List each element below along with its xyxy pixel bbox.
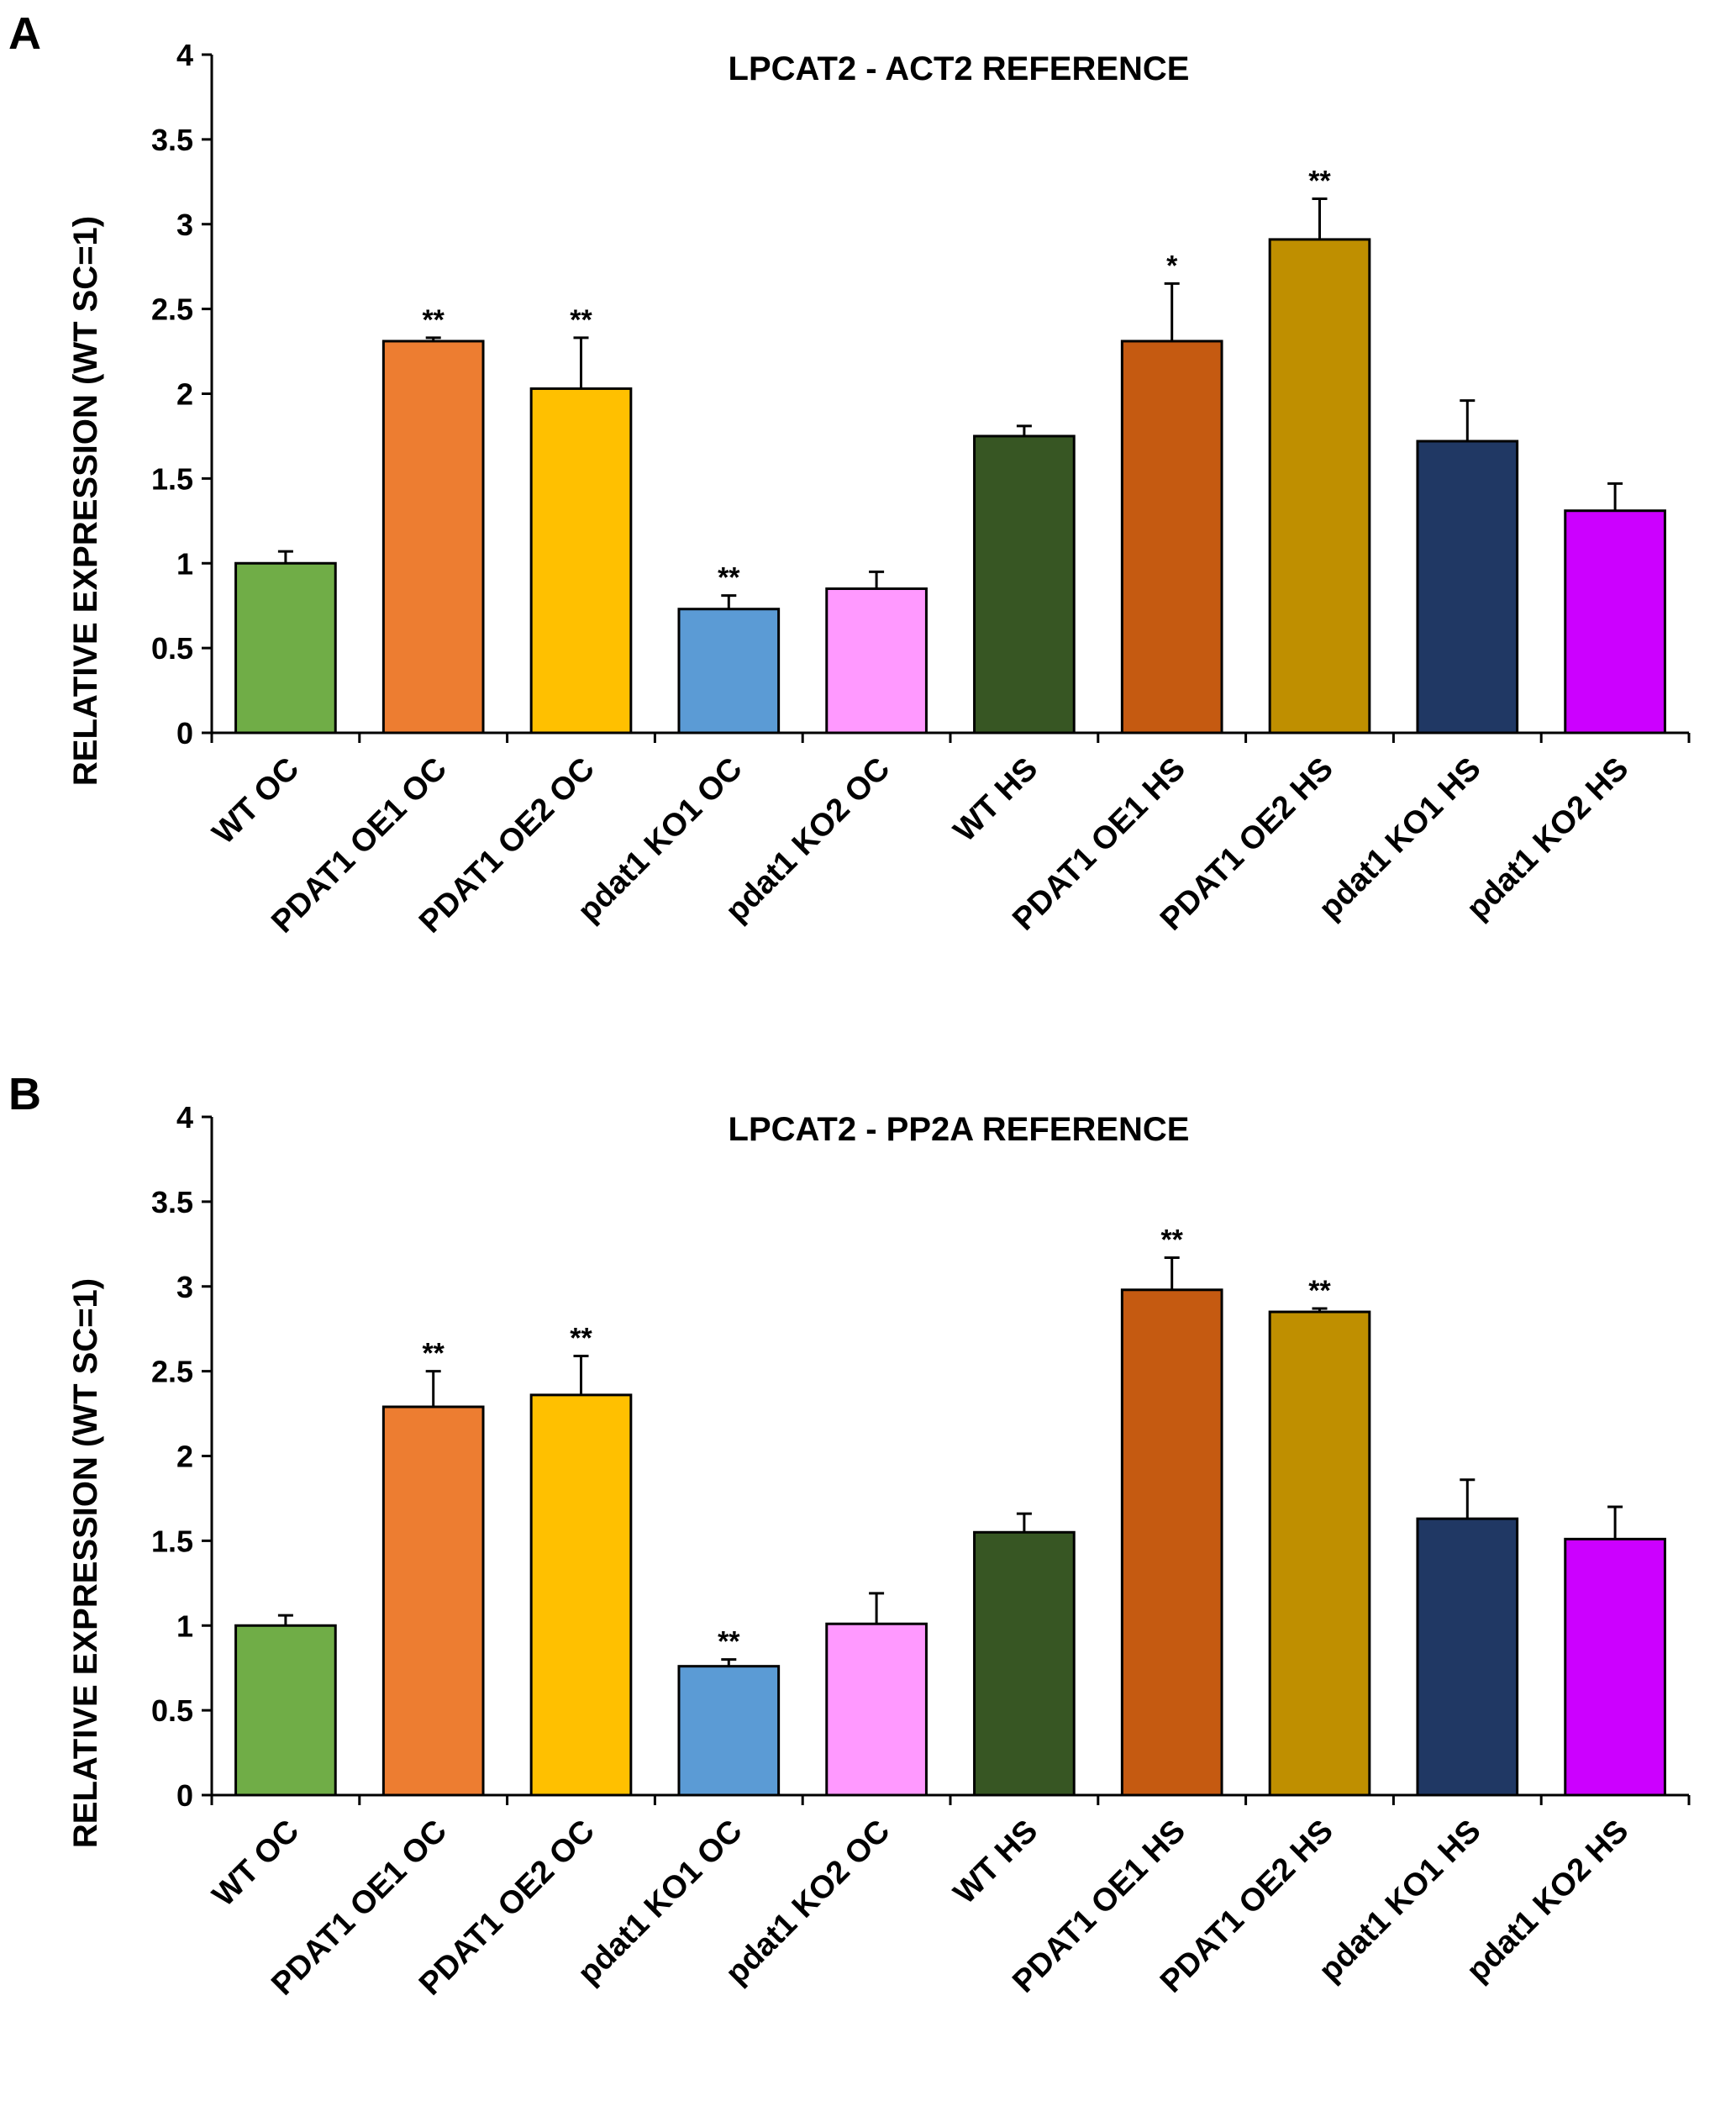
y-tick-label: 3 [176,1270,193,1304]
y-tick-label: 0.5 [151,631,193,666]
y-tick-label: 4 [176,38,193,72]
chart-panel-b: B LPCAT2 - PP2A REFERENCE RELATIVE EXPRE… [8,1069,1689,2002]
x-tick-label: WT HS [947,1814,1044,1911]
significance-label: ** [718,1626,740,1658]
x-tick-label: WT HS [947,751,1044,849]
bar [1270,1312,1370,1795]
chart-title: LPCAT2 - PP2A REFERENCE [729,1111,1190,1148]
y-tick-label: 3.5 [151,1185,193,1219]
y-tick-label: 2 [176,377,193,412]
bar [531,1395,631,1795]
bar [383,1407,483,1795]
y-tick-label: 2.5 [151,292,193,327]
significance-label: ** [422,304,445,336]
y-tick-label: 4 [176,1100,193,1135]
bar [975,436,1075,733]
bar [1418,441,1518,733]
bar [531,388,631,733]
bar [827,589,927,733]
x-tick-label: WT OC [206,1814,306,1914]
y-tick-label: 3 [176,208,193,242]
bar [679,1667,779,1795]
bar [1565,1539,1665,1795]
bar [827,1624,927,1795]
bar [1418,1519,1518,1795]
significance-label: ** [570,304,592,336]
bar [1122,1290,1222,1795]
x-tick-label: WT OC [206,751,306,851]
bar [383,341,483,733]
bar [236,563,336,733]
y-tick-label: 1 [176,546,193,581]
panel-letter: A [8,8,41,59]
significance-label: ** [718,562,740,594]
y-axis-label: RELATIVE EXPRESSION (WT SC=1) [67,1278,104,1848]
y-tick-label: 1.5 [151,461,193,496]
y-tick-label: 0.5 [151,1693,193,1728]
y-tick-label: 0 [176,1778,193,1813]
y-tick-label: 2.5 [151,1355,193,1389]
y-tick-label: 0 [176,716,193,750]
y-tick-label: 1 [176,1609,193,1643]
panel-letter: B [8,1069,41,1119]
bar [236,1625,336,1795]
chart-panel-a: A LPCAT2 - ACT2 REFERENCE RELATIVE EXPRE… [8,8,1689,940]
y-axis-label: RELATIVE EXPRESSION (WT SC=1) [67,216,104,786]
significance-label: * [1166,250,1178,282]
y-tick-label: 3.5 [151,123,193,157]
significance-label: ** [1160,1224,1183,1256]
bar [679,609,779,733]
bar [1270,240,1370,733]
significance-label: ** [570,1322,592,1354]
y-tick-label: 1.5 [151,1524,193,1558]
figure: A LPCAT2 - ACT2 REFERENCE RELATIVE EXPRE… [0,0,1736,2101]
bar [1122,341,1222,733]
significance-label: ** [1308,165,1331,197]
y-tick-label: 2 [176,1440,193,1474]
bar [975,1532,1075,1795]
bar [1565,511,1665,733]
chart-title: LPCAT2 - ACT2 REFERENCE [729,50,1190,87]
significance-label: ** [422,1338,445,1370]
significance-label: ** [1308,1275,1331,1307]
